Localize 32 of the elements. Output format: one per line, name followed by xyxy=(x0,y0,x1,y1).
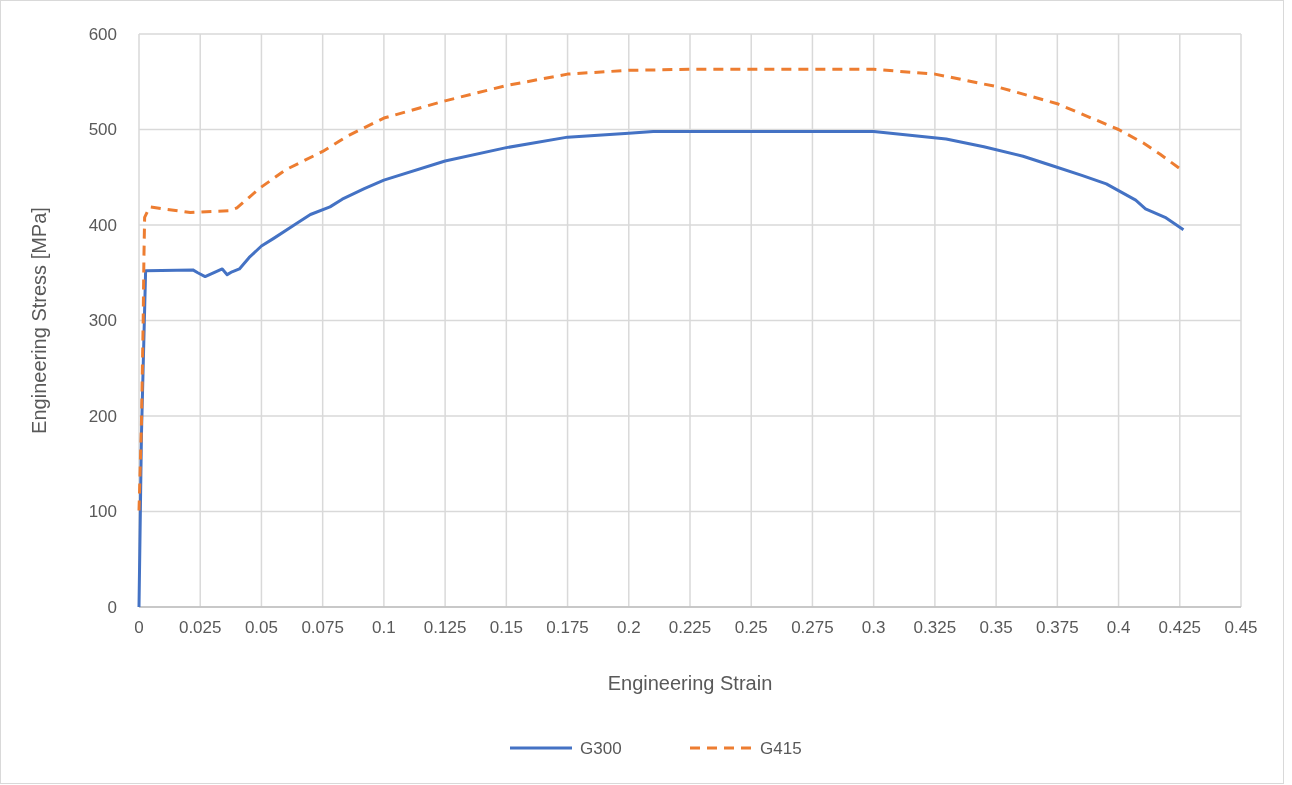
y-tick-label: 500 xyxy=(88,120,117,140)
x-tick-label: 0.275 xyxy=(791,618,834,637)
y-axis-title: Engineering Stress [MPa] xyxy=(28,207,50,434)
x-tick-label: 0.125 xyxy=(423,618,467,637)
y-tick-label: 0 xyxy=(107,597,117,617)
x-tick-label: 0.325 xyxy=(913,618,957,637)
line-series xyxy=(137,129,1185,609)
y-tick-label: 600 xyxy=(88,24,117,44)
x-tick-label: 0.35 xyxy=(979,618,1013,637)
x-tick-label: 0.45 xyxy=(1224,618,1258,637)
y-tick-label: 400 xyxy=(88,215,117,235)
x-tick-label: 0.3 xyxy=(861,618,886,637)
line-series xyxy=(137,67,1182,513)
x-tick-label: 0 xyxy=(134,618,144,637)
x-tick-label: 0.05 xyxy=(244,618,278,637)
x-tick-label: 0.4 xyxy=(1106,618,1131,637)
x-tick-label: 0.175 xyxy=(546,618,589,637)
y-tick-label: 300 xyxy=(88,311,117,331)
y-tick-label: 100 xyxy=(88,502,117,522)
x-tick-label: 0.1 xyxy=(372,618,396,637)
x-tick-label: 0.425 xyxy=(1158,618,1202,637)
legend-label: G415 xyxy=(760,738,802,758)
x-axis-title: Engineering Strain xyxy=(607,672,773,694)
legend-label: G300 xyxy=(580,738,622,758)
x-tick-label: 0.025 xyxy=(178,618,222,637)
x-tick-label: 0.225 xyxy=(668,618,712,637)
x-tick-label: 0.375 xyxy=(1036,618,1079,637)
x-tick-label: 0.2 xyxy=(616,618,641,637)
x-tick-label: 0.15 xyxy=(489,618,523,637)
y-tick-label: 200 xyxy=(88,406,117,426)
x-tick-label: 0.25 xyxy=(734,618,768,637)
x-tick-label: 0.075 xyxy=(301,618,344,637)
